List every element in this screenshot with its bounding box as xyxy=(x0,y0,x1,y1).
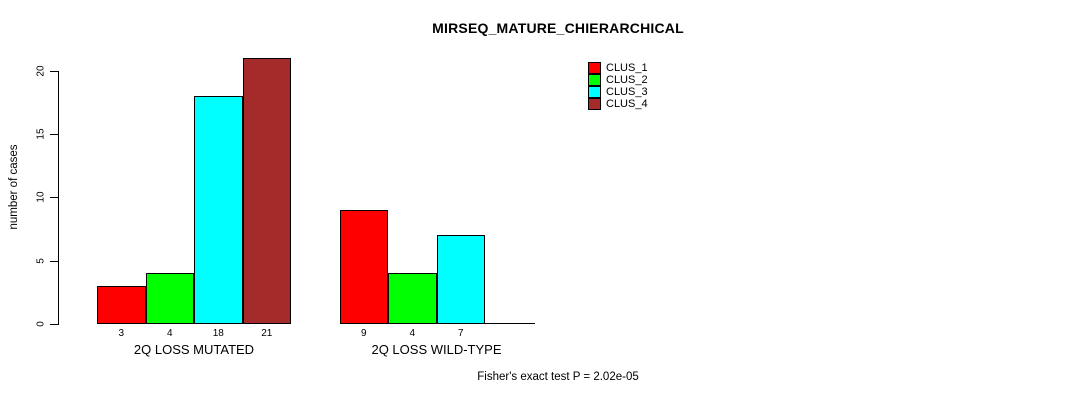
legend-item-clus-4: CLUS_4 xyxy=(588,98,648,110)
y-axis-line xyxy=(58,70,59,325)
legend-color-swatch xyxy=(588,86,601,98)
y-tick-label: 20 xyxy=(35,65,47,77)
y-tick-label: 5 xyxy=(35,257,47,264)
bar-value-label: 21 xyxy=(261,328,273,339)
bar-clus-2-group-2 xyxy=(388,273,437,324)
bar-clus-2-group-1 xyxy=(145,273,194,324)
legend-label: CLUS_2 xyxy=(606,74,648,86)
legend-color-swatch xyxy=(588,62,601,74)
bar-value-label: 18 xyxy=(212,328,224,339)
legend: CLUS_1 CLUS_2 CLUS_3 CLUS_4 xyxy=(588,62,648,110)
legend-label: CLUS_1 xyxy=(606,62,648,74)
legend-color-swatch xyxy=(588,98,601,110)
legend-item-clus-3: CLUS_3 xyxy=(588,86,648,98)
y-tick-label: 10 xyxy=(35,191,47,203)
bar-value-label: 3 xyxy=(118,328,125,339)
legend-item-clus-1: CLUS_1 xyxy=(588,62,648,74)
bar-clus-4-group-2-zero xyxy=(485,323,535,324)
bar-clus-1-group-1 xyxy=(97,285,146,324)
y-tick xyxy=(50,133,58,135)
bar-value-label: 4 xyxy=(409,328,416,339)
legend-item-clus-2: CLUS_2 xyxy=(588,74,648,86)
legend-color-swatch xyxy=(588,74,601,86)
bar-value-label: 7 xyxy=(457,328,464,339)
group-label-1: 2Q LOSS MUTATED xyxy=(133,342,255,357)
y-tick xyxy=(50,197,58,199)
y-tick xyxy=(50,260,58,262)
y-tick-label: 15 xyxy=(35,128,47,140)
bar-clus-1-group-2 xyxy=(339,209,388,324)
group-label-2: 2Q LOSS WILD-TYPE xyxy=(371,342,502,357)
y-axis-label: number of cases xyxy=(8,144,20,230)
y-tick xyxy=(50,324,58,325)
legend-label: CLUS_3 xyxy=(606,86,648,98)
bar-clus-3-group-2 xyxy=(436,235,485,324)
bar-value-label: 4 xyxy=(166,328,173,339)
footer-annotation: Fisher's exact test P = 2.02e-05 xyxy=(477,371,639,383)
y-tick xyxy=(50,70,58,72)
bar-clus-3-group-1 xyxy=(194,95,243,324)
bar-clus-4-group-1 xyxy=(242,57,291,324)
bar-value-label: 9 xyxy=(360,328,367,339)
legend-label: CLUS_4 xyxy=(606,98,648,110)
chart-title: MIRSEQ_MATURE_CHIERARCHICAL xyxy=(432,20,684,36)
y-tick-label: 0 xyxy=(35,321,47,327)
